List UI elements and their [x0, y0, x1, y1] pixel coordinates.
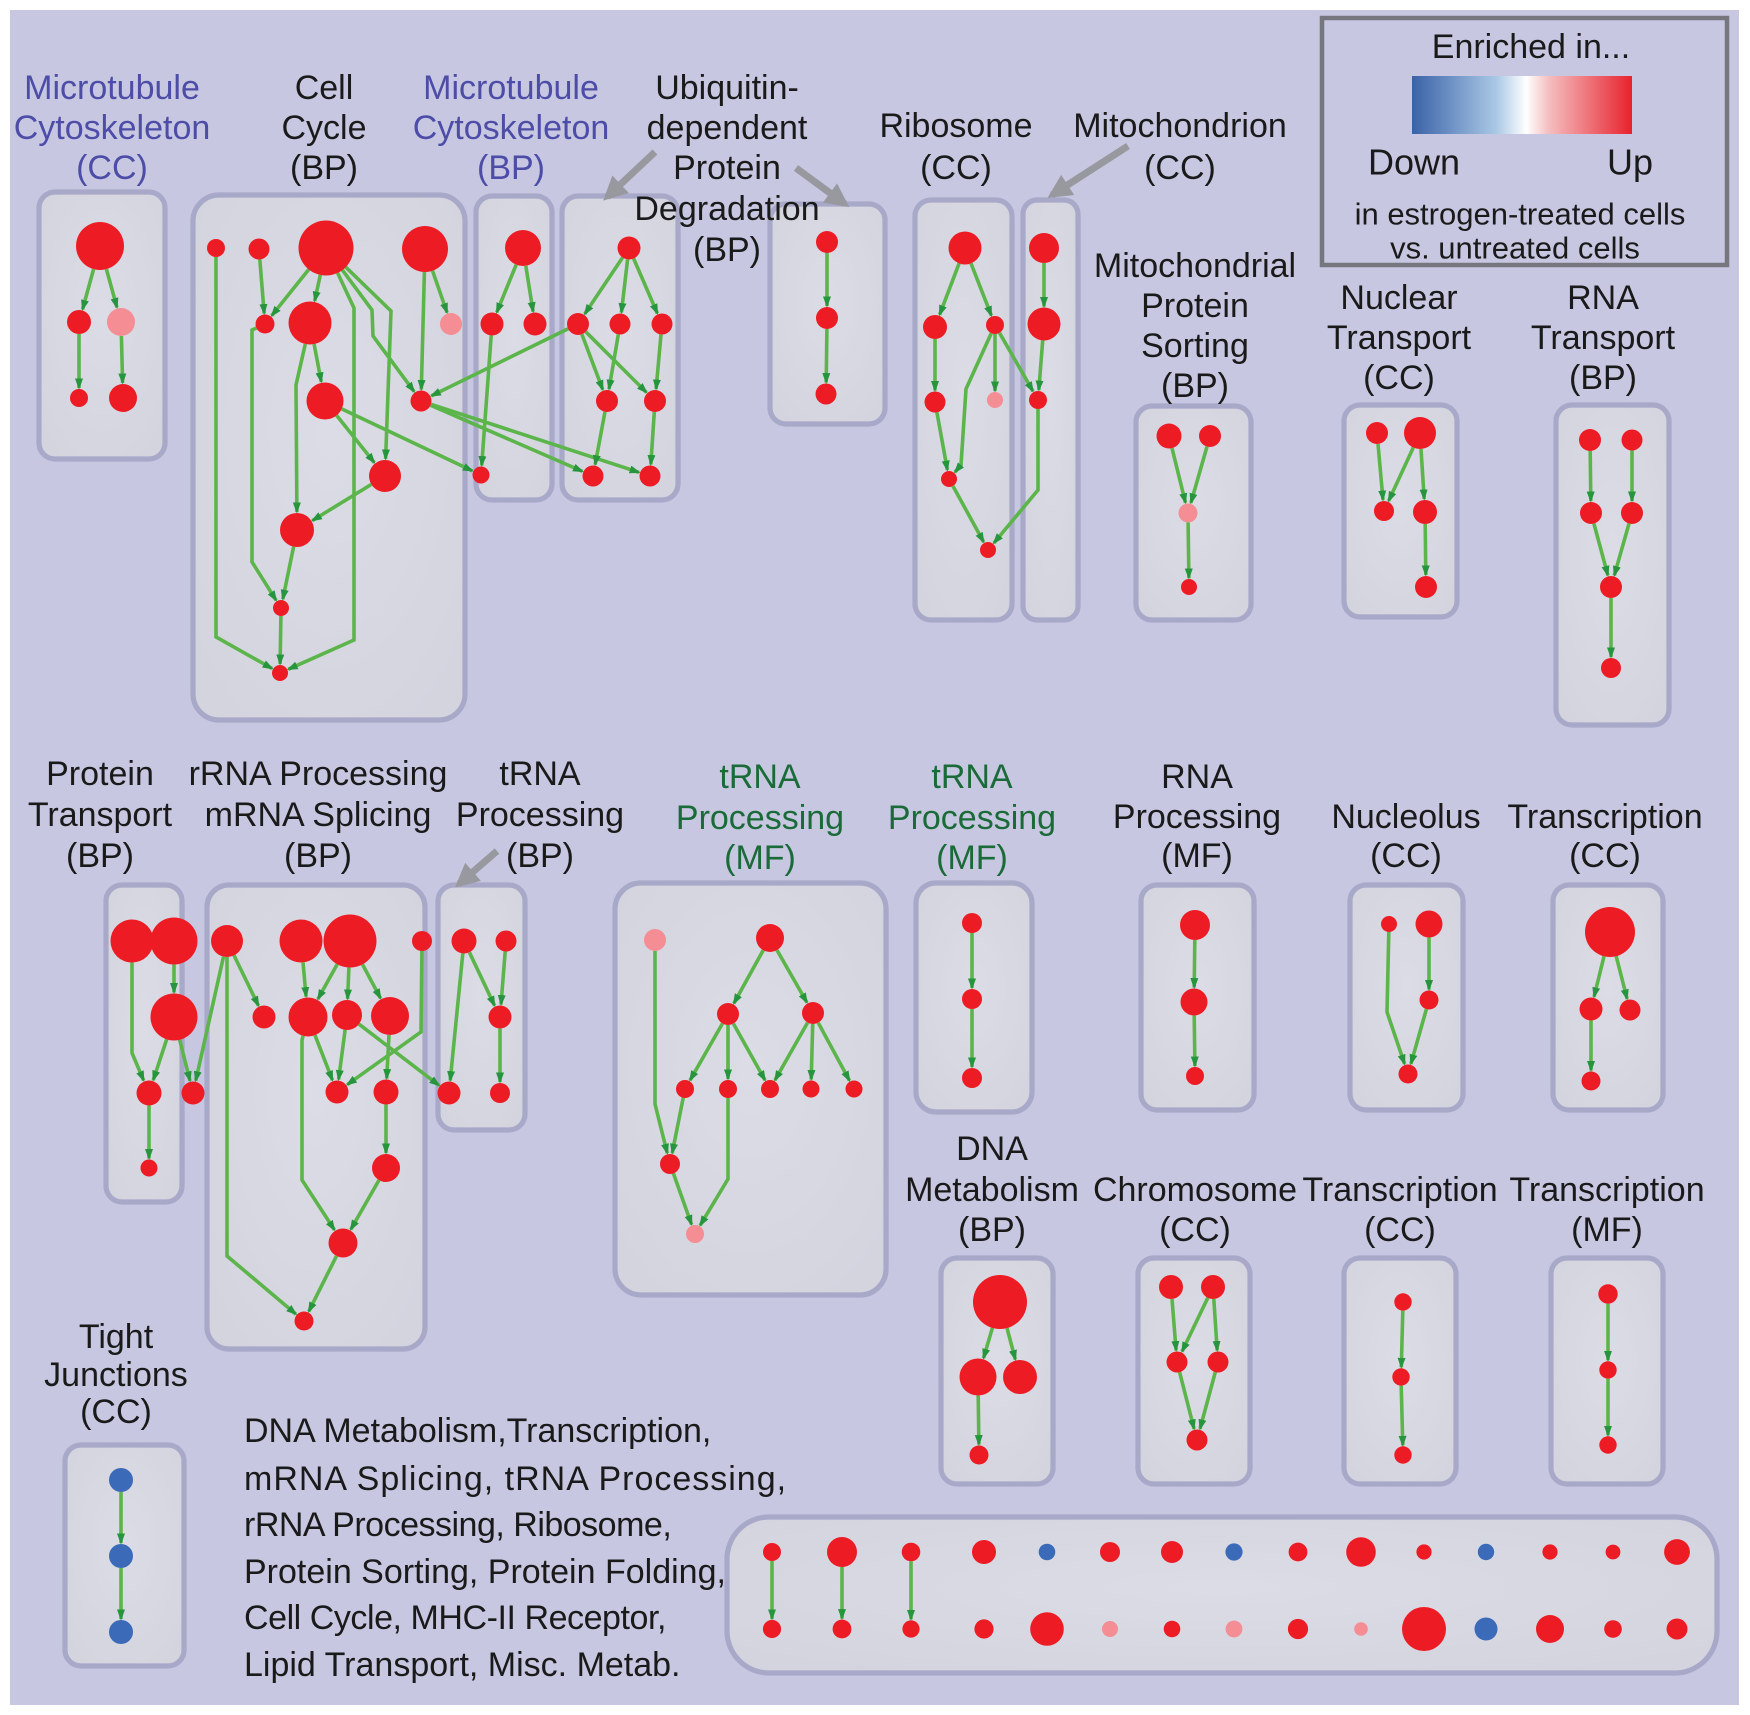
- svg-text:Lipid Transport, Misc. Metab.: Lipid Transport, Misc. Metab.: [244, 1646, 681, 1684]
- svg-text:Transcription: Transcription: [1509, 1171, 1704, 1209]
- svg-text:tRNA: tRNA: [931, 758, 1013, 796]
- svg-text:Degradation: Degradation: [634, 190, 819, 228]
- svg-text:Tight: Tight: [79, 1318, 154, 1356]
- svg-text:(MF): (MF): [936, 839, 1008, 877]
- svg-text:(BP): (BP): [1569, 359, 1637, 397]
- svg-text:DNA Metabolism,Transcription,: DNA Metabolism,Transcription,: [244, 1412, 711, 1450]
- svg-text:mRNA Splicing: mRNA Splicing: [205, 796, 432, 834]
- svg-text:Cytoskeleton: Cytoskeleton: [14, 109, 211, 147]
- svg-text:Transport: Transport: [28, 796, 173, 834]
- svg-text:Microtubule: Microtubule: [423, 69, 599, 107]
- svg-text:Protein Sorting, Protein Foldi: Protein Sorting, Protein Folding,: [244, 1553, 726, 1591]
- svg-text:Chromosome: Chromosome: [1093, 1171, 1297, 1209]
- svg-text:rRNA Processing, Ribosome,: rRNA Processing, Ribosome,: [244, 1506, 671, 1544]
- svg-text:(BP): (BP): [66, 837, 134, 875]
- svg-text:Transport: Transport: [1531, 319, 1676, 357]
- svg-text:Transcription: Transcription: [1507, 798, 1702, 836]
- svg-text:(BP): (BP): [477, 149, 545, 187]
- svg-text:(CC): (CC): [1159, 1211, 1231, 1249]
- svg-text:Enriched in...: Enriched in...: [1432, 28, 1630, 66]
- svg-text:(CC): (CC): [80, 1393, 152, 1431]
- svg-text:dependent: dependent: [647, 109, 808, 147]
- svg-text:tRNA: tRNA: [719, 758, 801, 796]
- svg-text:RNA: RNA: [1161, 758, 1233, 796]
- svg-text:(BP): (BP): [290, 149, 358, 187]
- svg-text:(CC): (CC): [1144, 149, 1216, 187]
- svg-text:(CC): (CC): [1370, 837, 1442, 875]
- svg-text:(CC): (CC): [920, 149, 992, 187]
- svg-text:Metabolism: Metabolism: [905, 1171, 1079, 1209]
- svg-text:(MF): (MF): [724, 839, 796, 877]
- svg-text:Processing: Processing: [1113, 798, 1281, 836]
- svg-text:(CC): (CC): [76, 149, 148, 187]
- svg-text:Nuclear: Nuclear: [1340, 279, 1457, 317]
- svg-text:(BP): (BP): [506, 837, 574, 875]
- svg-text:(BP): (BP): [284, 837, 352, 875]
- svg-text:mRNA Splicing, tRNA Processing: mRNA Splicing, tRNA Processing,: [244, 1460, 787, 1498]
- svg-text:(CC): (CC): [1569, 837, 1641, 875]
- svg-text:(MF): (MF): [1571, 1211, 1643, 1249]
- svg-text:Ubiquitin-: Ubiquitin-: [655, 69, 799, 107]
- svg-text:Protein: Protein: [46, 755, 154, 793]
- svg-text:(MF): (MF): [1161, 837, 1233, 875]
- svg-text:Mitochondrial: Mitochondrial: [1094, 247, 1296, 285]
- svg-text:Cell: Cell: [295, 69, 354, 107]
- svg-text:Microtubule: Microtubule: [24, 69, 200, 107]
- svg-text:rRNA Processing: rRNA Processing: [189, 755, 448, 793]
- svg-text:Sorting: Sorting: [1141, 327, 1249, 365]
- svg-text:Protein: Protein: [673, 149, 781, 187]
- svg-text:Nucleolus: Nucleolus: [1331, 798, 1480, 836]
- svg-text:Transcription: Transcription: [1302, 1171, 1497, 1209]
- svg-text:Ribosome: Ribosome: [879, 107, 1032, 145]
- svg-text:(BP): (BP): [693, 231, 761, 269]
- svg-text:in estrogen-treated cells: in estrogen-treated cells: [1355, 197, 1686, 232]
- svg-text:Protein: Protein: [1141, 287, 1249, 325]
- svg-text:Cytoskeleton: Cytoskeleton: [413, 109, 610, 147]
- svg-text:Up: Up: [1607, 142, 1653, 183]
- svg-text:tRNA: tRNA: [499, 755, 581, 793]
- svg-text:Junctions: Junctions: [44, 1356, 188, 1394]
- svg-text:DNA: DNA: [956, 1130, 1028, 1168]
- svg-text:Transport: Transport: [1327, 319, 1472, 357]
- svg-text:Processing: Processing: [456, 796, 624, 834]
- svg-text:RNA: RNA: [1567, 279, 1639, 317]
- svg-text:Cell Cycle, MHC-II Receptor,: Cell Cycle, MHC-II Receptor,: [244, 1599, 666, 1637]
- svg-text:(CC): (CC): [1363, 359, 1435, 397]
- svg-text:Processing: Processing: [888, 799, 1056, 837]
- svg-text:Down: Down: [1368, 142, 1460, 183]
- svg-text:(CC): (CC): [1364, 1211, 1436, 1249]
- svg-text:Processing: Processing: [676, 799, 844, 837]
- svg-text:(BP): (BP): [958, 1211, 1026, 1249]
- svg-text:(BP): (BP): [1161, 367, 1229, 405]
- svg-text:vs. untreated cells: vs. untreated cells: [1390, 231, 1640, 266]
- svg-text:Mitochondrion: Mitochondrion: [1073, 107, 1287, 145]
- svg-text:Cycle: Cycle: [281, 109, 366, 147]
